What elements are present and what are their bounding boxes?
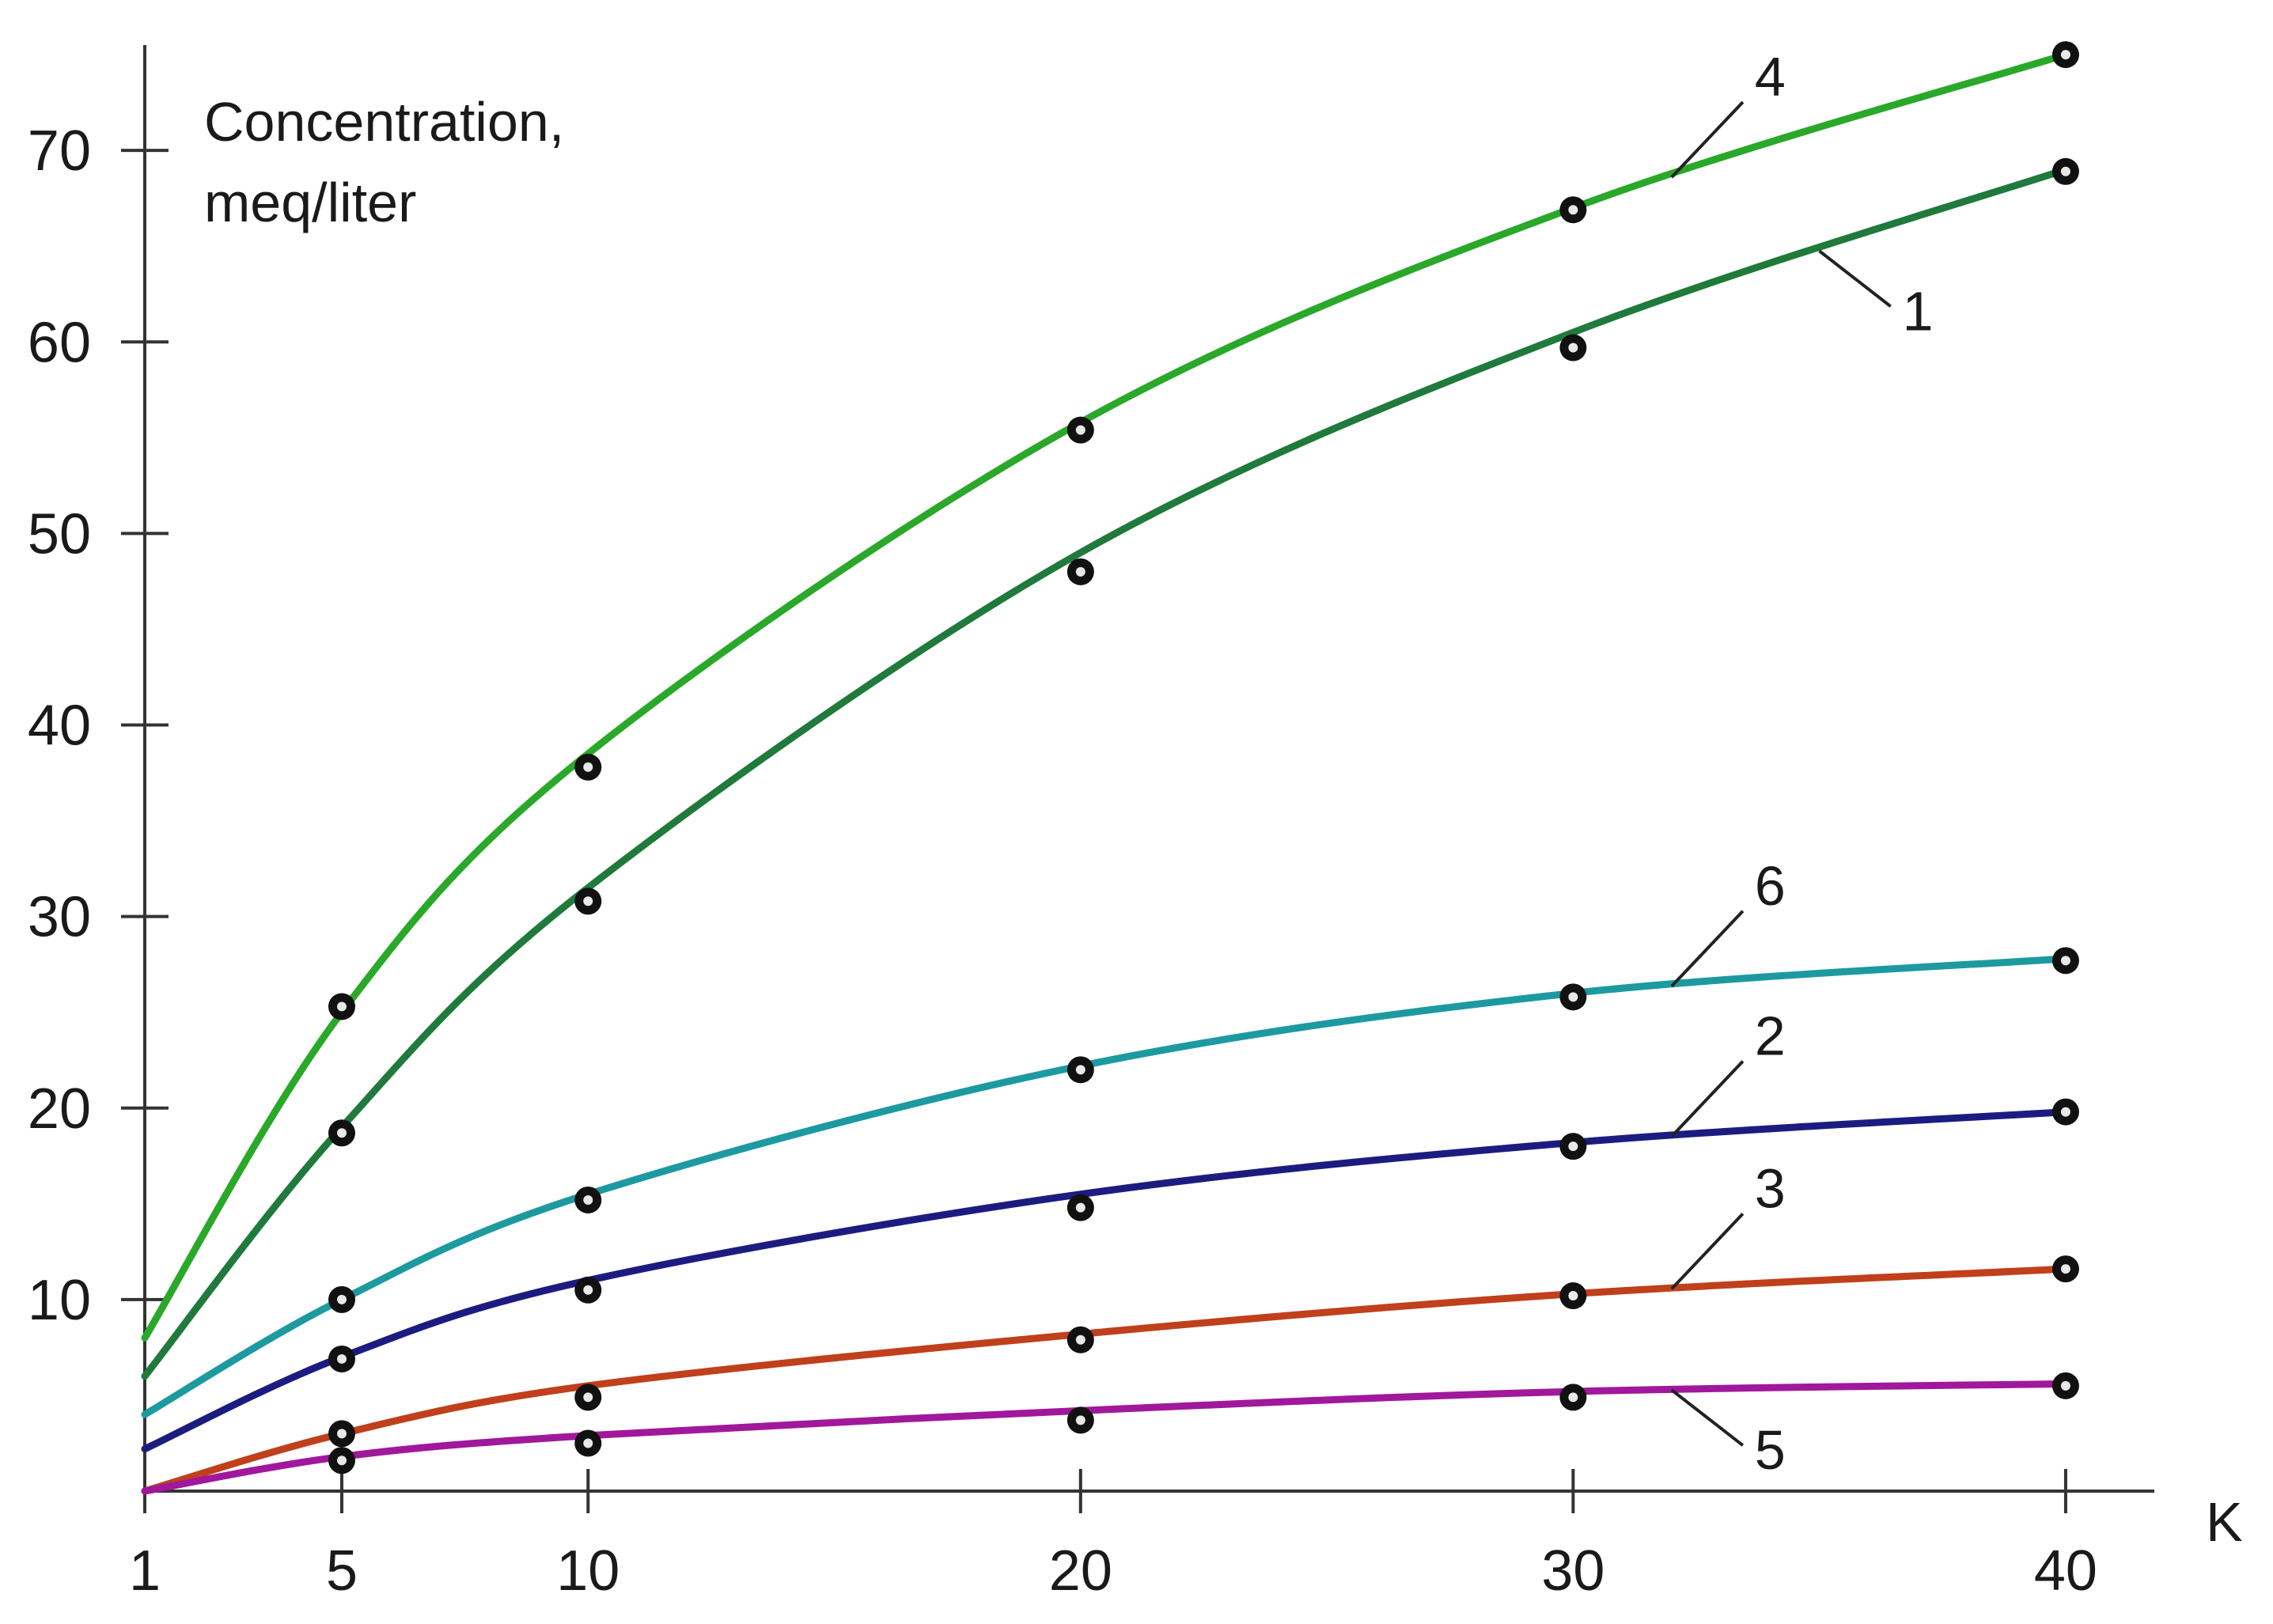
series-1-point-center [337, 1128, 347, 1138]
series-5-leader [1670, 1388, 1745, 1447]
series-4-point-center [337, 1001, 347, 1012]
x-tick-label: 1 [129, 1539, 161, 1603]
series-6-point-center [337, 1294, 347, 1304]
x-tick-label: 10 [556, 1539, 619, 1603]
series-6-point-center [1075, 1065, 1085, 1075]
series-4-point-center [2060, 50, 2070, 60]
x-tick-label: 5 [326, 1539, 358, 1603]
y-tick-label: 50 [28, 502, 91, 566]
series-4-point-center [1568, 205, 1578, 215]
series-3-point-center [1075, 1334, 1085, 1345]
series-3-point-center [1568, 1291, 1578, 1301]
series-2-point-center [2060, 1107, 2070, 1117]
x-axis-title: K [2206, 1491, 2243, 1553]
curve-labels: 1 2 3 4 5 6 [1670, 46, 1934, 1481]
series-3-leader [1670, 1212, 1745, 1290]
series-4-label: 4 [1755, 46, 1786, 108]
series-6-point-center [1568, 992, 1578, 1002]
series-5-point-center [583, 1438, 593, 1448]
curves [141, 51, 2070, 1495]
y-tick-label: 30 [28, 886, 91, 949]
series-6-point-center [583, 1194, 593, 1205]
series-6-label: 6 [1755, 855, 1786, 917]
series-5-point-center [1075, 1415, 1085, 1425]
series-6-point-center [2060, 956, 2070, 966]
series-2-point-center [583, 1285, 593, 1295]
series-1-point-center [1075, 566, 1085, 577]
series-2-point-center [337, 1353, 347, 1364]
x-tick-label: 30 [1541, 1539, 1604, 1603]
series-1-point-center [2060, 166, 2070, 176]
series-4-leader [1670, 100, 1745, 179]
y-tick-label: 60 [28, 311, 91, 374]
axes: 10 20 30 40 50 60 70 1 5 10 20 30 40 [28, 45, 2154, 1603]
x-tick-label: 40 [2034, 1539, 2097, 1603]
y-tick-label: 70 [28, 119, 91, 183]
y-tick-label: 10 [28, 1269, 91, 1332]
series-3-point-center [337, 1429, 347, 1439]
series-5-label: 5 [1755, 1419, 1786, 1481]
series-5-point-center [337, 1456, 347, 1466]
y-axis-title-line2: meq/liter [204, 172, 416, 233]
y-axis-title: Concentration, [204, 91, 564, 153]
y-tick-label: 20 [28, 1077, 91, 1141]
series-2-point-center [1075, 1202, 1085, 1213]
series-2-leader [1670, 1060, 1745, 1138]
series-4-point-center [1075, 425, 1085, 435]
series-4-point-center [583, 762, 593, 772]
series-1-label: 1 [1903, 280, 1934, 342]
series-5-point-center [1568, 1392, 1578, 1403]
series-2-label: 2 [1755, 1005, 1786, 1067]
series-3-label: 3 [1755, 1157, 1786, 1219]
y-tick-label: 40 [28, 695, 91, 758]
points [328, 41, 2079, 1474]
series-5-point-center [2060, 1380, 2070, 1391]
series-2-point-center [1568, 1141, 1578, 1152]
series-1-point-center [583, 896, 593, 907]
series-4-line [141, 51, 2070, 1342]
series-1-point-center [1568, 343, 1578, 353]
x-tick-label: 20 [1049, 1539, 1112, 1603]
series-1-leader [1818, 249, 1892, 308]
series-6-leader [1670, 910, 1745, 988]
series-3-point-center [2060, 1264, 2070, 1274]
series-3-point-center [583, 1392, 593, 1403]
